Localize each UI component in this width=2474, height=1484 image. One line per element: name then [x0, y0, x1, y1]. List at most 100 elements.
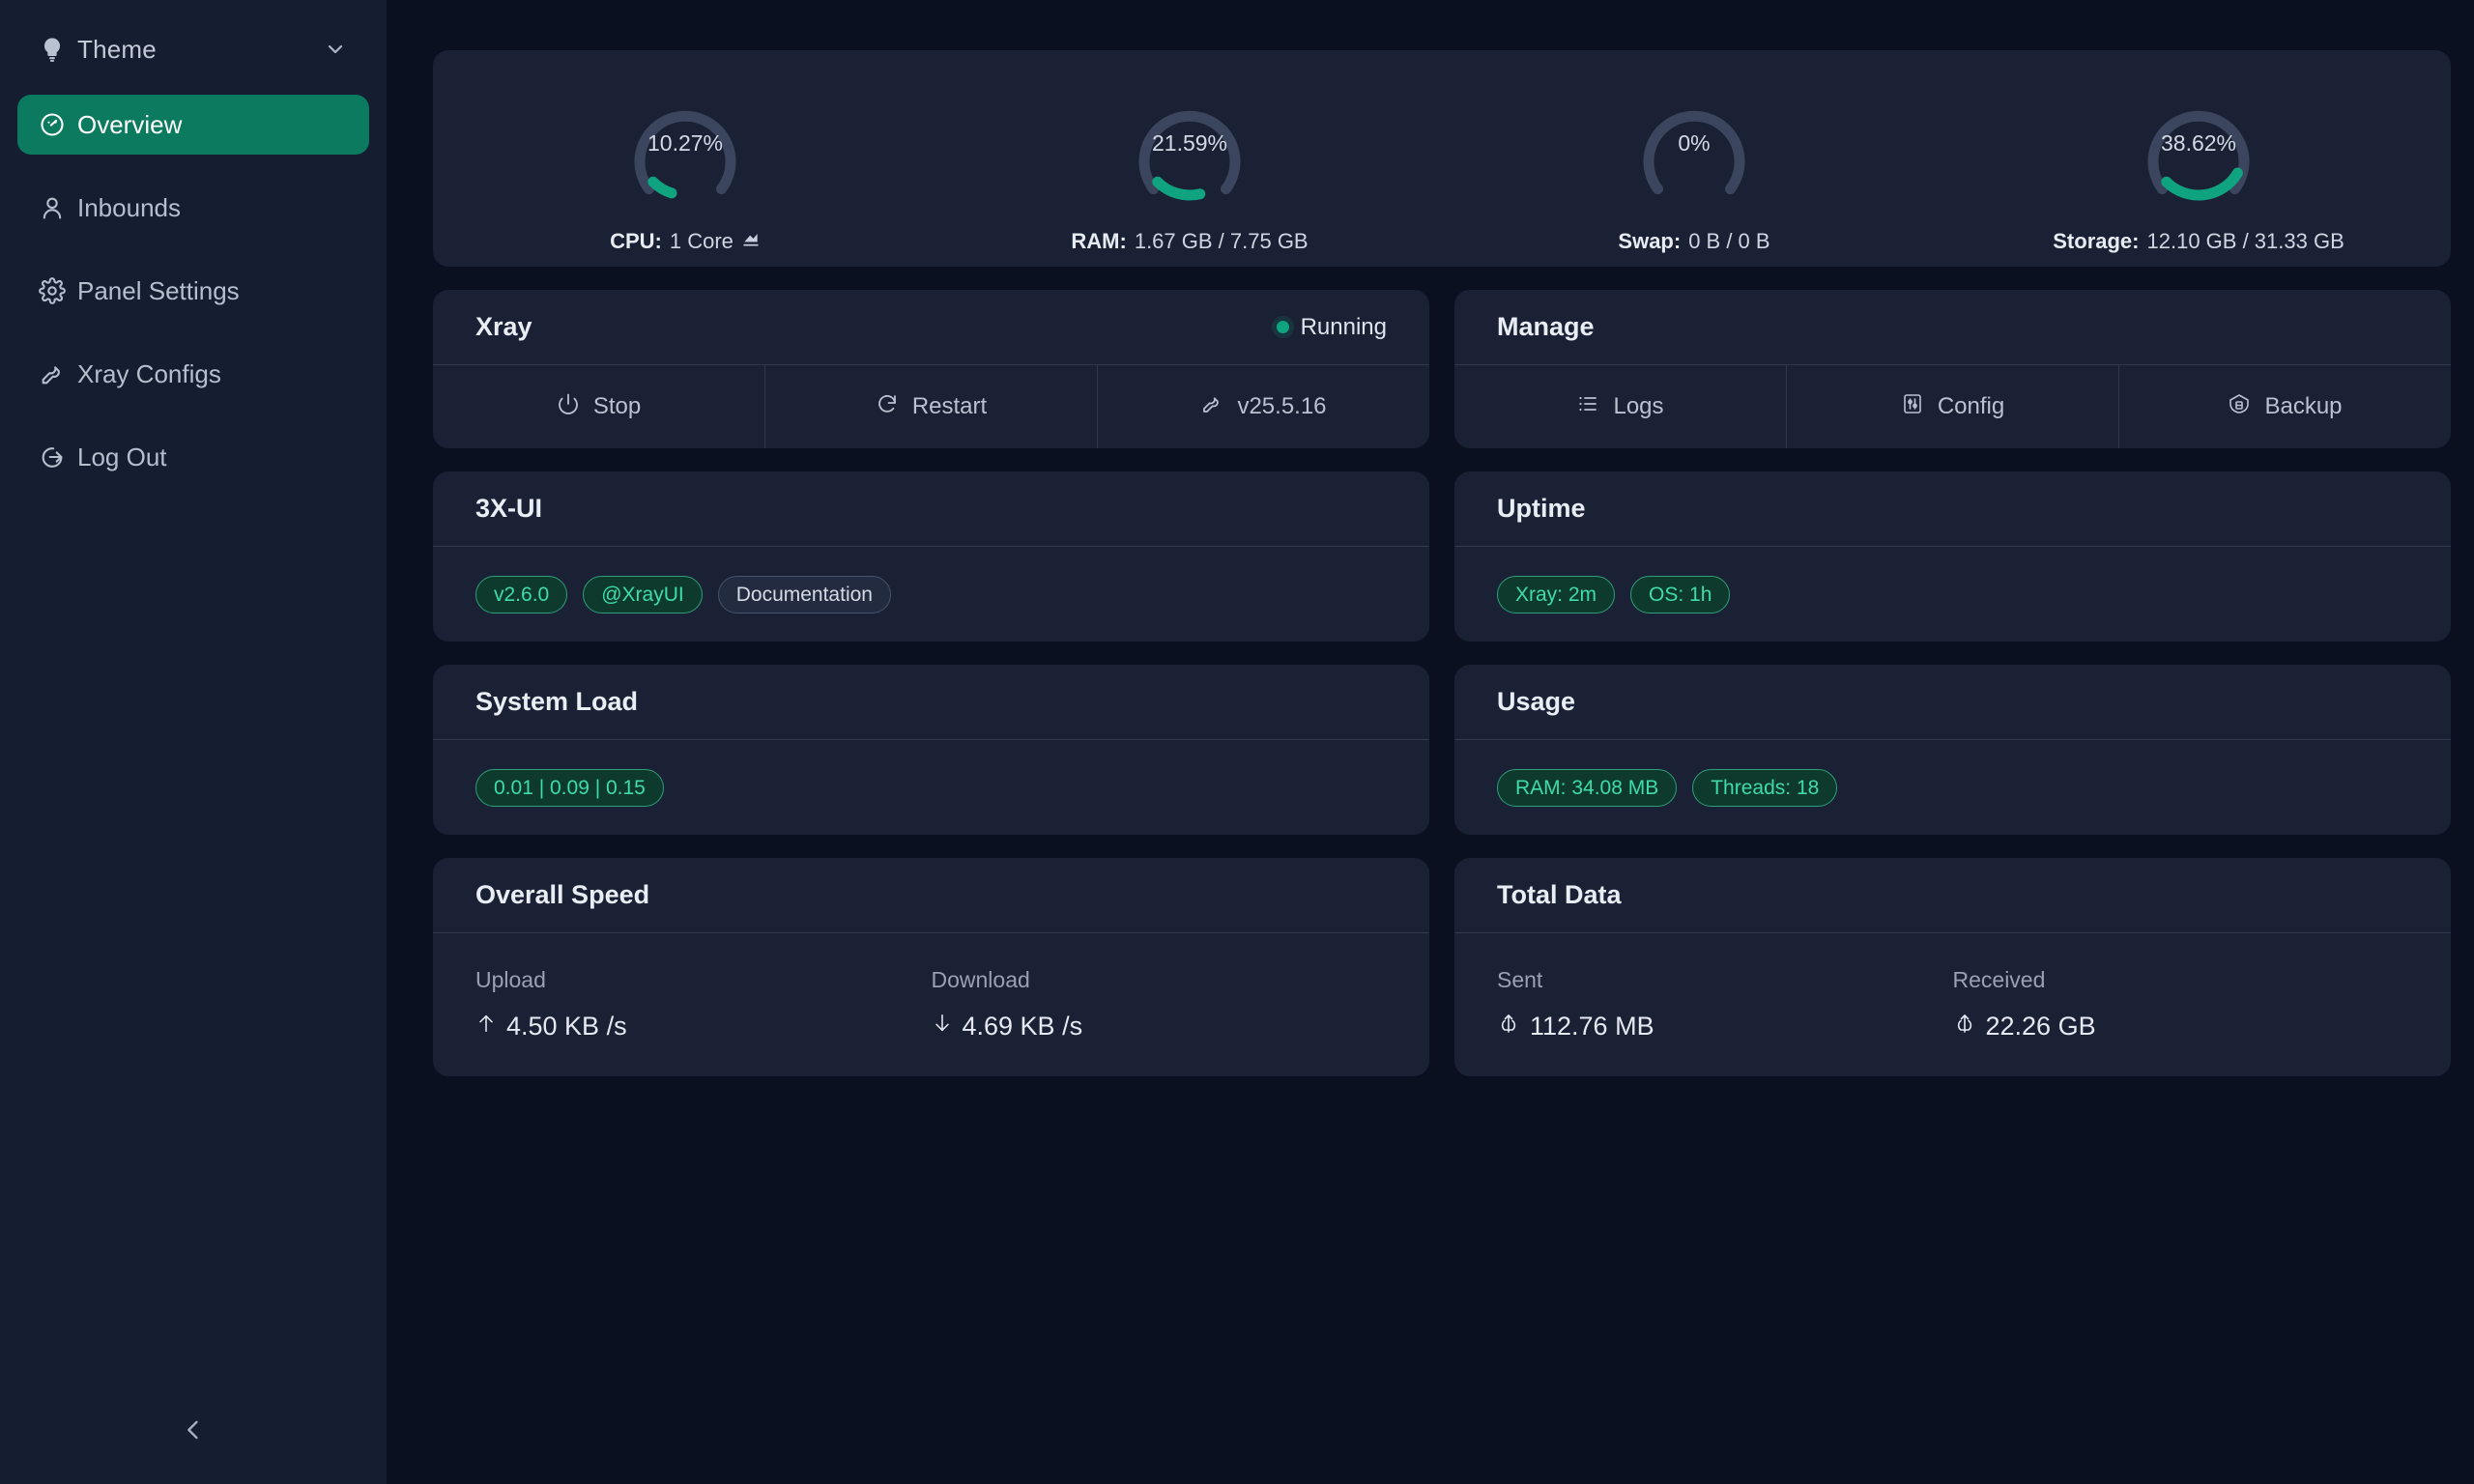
card-title: System Load	[475, 687, 639, 716]
left-column: Xray Running	[433, 290, 1429, 1076]
sent-metric: Sent 112.76 MB	[1497, 967, 1953, 1042]
stop-button[interactable]: Stop	[433, 365, 765, 448]
overall-speed-card-header: Overall Speed	[433, 858, 1429, 933]
sidebar-item-log-out[interactable]: Log Out	[17, 427, 369, 487]
card-title: Uptime	[1497, 494, 1586, 523]
main-content: 10.27% CPU: 1 Core	[387, 0, 2474, 1484]
metric-label: Upload	[475, 967, 546, 992]
sidebar-collapse-button[interactable]	[0, 1403, 387, 1461]
config-button[interactable]: Config	[1787, 365, 2119, 448]
action-label: Logs	[1613, 393, 1664, 419]
logout-icon	[39, 443, 77, 471]
wrench-icon	[39, 360, 77, 387]
status-text: Running	[1300, 313, 1387, 340]
metric-label: Download	[931, 967, 1030, 992]
gauge-label: Storage: 12.10 GB / 31.33 GB	[2053, 229, 2345, 254]
documentation-tag[interactable]: Documentation	[717, 575, 891, 614]
metric-value: 112.76 MB	[1530, 1012, 1654, 1041]
total-data-metrics: Sent 112.76 MB	[1454, 933, 2451, 1076]
metric-value: 4.69 KB /s	[962, 1012, 1083, 1041]
arrow-up-icon	[475, 1011, 497, 1042]
xray-card: Xray Running	[433, 290, 1429, 448]
bulb-icon	[39, 36, 77, 63]
chevron-down-icon[interactable]	[323, 38, 348, 61]
action-label: v25.5.16	[1237, 393, 1327, 419]
xray-version-button[interactable]: v25.5.16	[1098, 365, 1429, 448]
os-uptime-tag[interactable]: OS: 1h	[1630, 575, 1731, 614]
theme-label: Theme	[77, 34, 157, 64]
gauge-ram[interactable]: 21.59% RAM: 1.67 GB / 7.75 GB	[937, 82, 1442, 254]
upload-circle-icon	[1497, 1011, 1520, 1042]
overall-speed-card: Overall Speed Upload 4.50 K	[433, 858, 1429, 1076]
upload-metric: Upload 4.50 KB /s	[475, 967, 932, 1042]
theme-selector[interactable]: Theme	[17, 17, 369, 81]
metric-value-row: 4.69 KB /s	[932, 1011, 1388, 1042]
card-title: Total Data	[1497, 880, 1622, 909]
metric-value: 22.26 GB	[1985, 1012, 2096, 1041]
usage-card: Usage RAM: 34.08 MB Threads: 18	[1454, 665, 2451, 835]
gauge-arc-storage: 38.62%	[2126, 82, 2271, 212]
sidebar-item-label: Overview	[77, 109, 183, 139]
metric-value-row: 112.76 MB	[1497, 1011, 1953, 1042]
sidebar-item-inbounds[interactable]: Inbounds	[17, 178, 369, 238]
action-label: Config	[1937, 393, 2005, 419]
load-average-tag[interactable]: 0.01 | 0.09 | 0.15	[475, 768, 664, 807]
sidebar-item-xray-configs[interactable]: Xray Configs	[17, 344, 369, 404]
uptime-card-header: Uptime	[1454, 471, 2451, 547]
manage-card-actions: Logs Config	[1454, 365, 2451, 448]
system-load-card: System Load 0.01 | 0.09 | 0.15	[433, 665, 1429, 835]
backup-button[interactable]: Backup	[2119, 365, 2451, 448]
sidebar-item-label: Panel Settings	[77, 275, 240, 305]
logs-button[interactable]: Logs	[1454, 365, 1787, 448]
gauge-cpu[interactable]: 10.27% CPU: 1 Core	[433, 82, 937, 254]
chevron-left-icon	[180, 1416, 207, 1448]
metric-value-row: 22.26 GB	[1953, 1011, 2409, 1042]
gauge-value: 21.59%	[1151, 129, 1227, 156]
sidebar-item-overview[interactable]: Overview	[17, 95, 369, 155]
threads-tag[interactable]: Threads: 18	[1692, 768, 1838, 807]
gauge-label: CPU: 1 Core	[610, 229, 761, 254]
threexui-card: 3X-UI v2.6.0 @XrayUI Documentation	[433, 471, 1429, 642]
uptime-card: Uptime Xray: 2m OS: 1h	[1454, 471, 2451, 642]
right-column: Manage Logs	[1454, 290, 2451, 1076]
chart-icon[interactable]	[741, 229, 761, 254]
xray-uptime-tag[interactable]: Xray: 2m	[1497, 575, 1616, 614]
telegram-tag[interactable]: @XrayUI	[583, 575, 703, 614]
sliders-icon	[1901, 392, 1924, 422]
gauge-label: Swap: 0 B / 0 B	[1618, 229, 1769, 254]
gauge-storage[interactable]: 38.62% Storage: 12.10 GB / 31.33 GB	[1946, 82, 2451, 254]
sidebar-item-label: Log Out	[77, 442, 167, 471]
gauge-label-value: 0 B / 0 B	[1688, 229, 1770, 253]
card-title: Xray	[475, 312, 532, 341]
gauge-icon	[39, 111, 77, 138]
metric-value: 4.50 KB /s	[506, 1012, 627, 1041]
overall-speed-metrics: Upload 4.50 KB /s Dow	[433, 933, 1429, 1076]
sidebar-item-label: Inbounds	[77, 192, 181, 222]
nav-gap	[17, 158, 369, 174]
gauge-label-key: RAM:	[1071, 229, 1127, 253]
metric-value-row: 4.50 KB /s	[475, 1011, 932, 1042]
backup-icon	[2228, 392, 2251, 422]
card-title: Usage	[1497, 687, 1576, 716]
manage-card: Manage Logs	[1454, 290, 2451, 448]
gauge-value: 38.62%	[2160, 129, 2236, 156]
metric-label: Received	[1952, 967, 2046, 992]
version-tag[interactable]: v2.6.0	[475, 575, 568, 614]
list-icon	[1576, 392, 1599, 422]
gauge-swap[interactable]: 0% Swap: 0 B / 0 B	[1442, 82, 1946, 254]
card-title: Manage	[1497, 312, 1595, 341]
gauge-label-value: 1 Core	[669, 229, 734, 253]
action-label: Backup	[2264, 393, 2343, 419]
power-icon	[557, 392, 580, 422]
threexui-card-body: v2.6.0 @XrayUI Documentation	[433, 547, 1429, 642]
wrench-icon	[1200, 392, 1223, 422]
sidebar-item-panel-settings[interactable]: Panel Settings	[17, 261, 369, 321]
ram-usage-tag[interactable]: RAM: 34.08 MB	[1497, 768, 1678, 807]
card-title: 3X-UI	[475, 494, 543, 523]
arrow-down-icon	[932, 1011, 953, 1042]
system-load-card-header: System Load	[433, 665, 1429, 740]
restart-button[interactable]: Restart	[765, 365, 1098, 448]
gauge-value: 0%	[1678, 129, 1711, 156]
uptime-card-body: Xray: 2m OS: 1h	[1454, 547, 2451, 642]
gauge-label-value: 1.67 GB / 7.75 GB	[1134, 229, 1309, 253]
